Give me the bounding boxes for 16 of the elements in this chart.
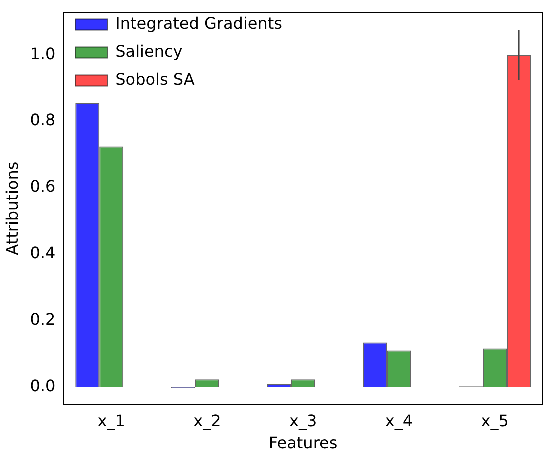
y-axis-title: Attributions bbox=[2, 162, 22, 256]
legend-label: Sobols SA bbox=[116, 70, 195, 89]
x-tick-label: x_3 bbox=[289, 411, 318, 430]
x-tick-label: x_4 bbox=[385, 411, 414, 430]
legend-label: Integrated Gradients bbox=[116, 14, 283, 33]
y-tick-label: 0.4 bbox=[30, 244, 56, 263]
y-tick-label: 0.8 bbox=[30, 110, 56, 130]
y-tick-label: 1.0 bbox=[30, 44, 56, 64]
y-tick-label: 0.0 bbox=[30, 376, 56, 396]
y-tick-label: 0.2 bbox=[30, 310, 56, 330]
x-tick-label: x_5 bbox=[481, 411, 509, 430]
y-tick-label: 0.6 bbox=[30, 177, 56, 196]
x-axis-title: Features bbox=[268, 434, 338, 453]
x-tick-label: x_2 bbox=[194, 411, 222, 430]
x-tick-label: x_1 bbox=[98, 411, 126, 430]
legend-label: Saliency bbox=[116, 42, 183, 61]
